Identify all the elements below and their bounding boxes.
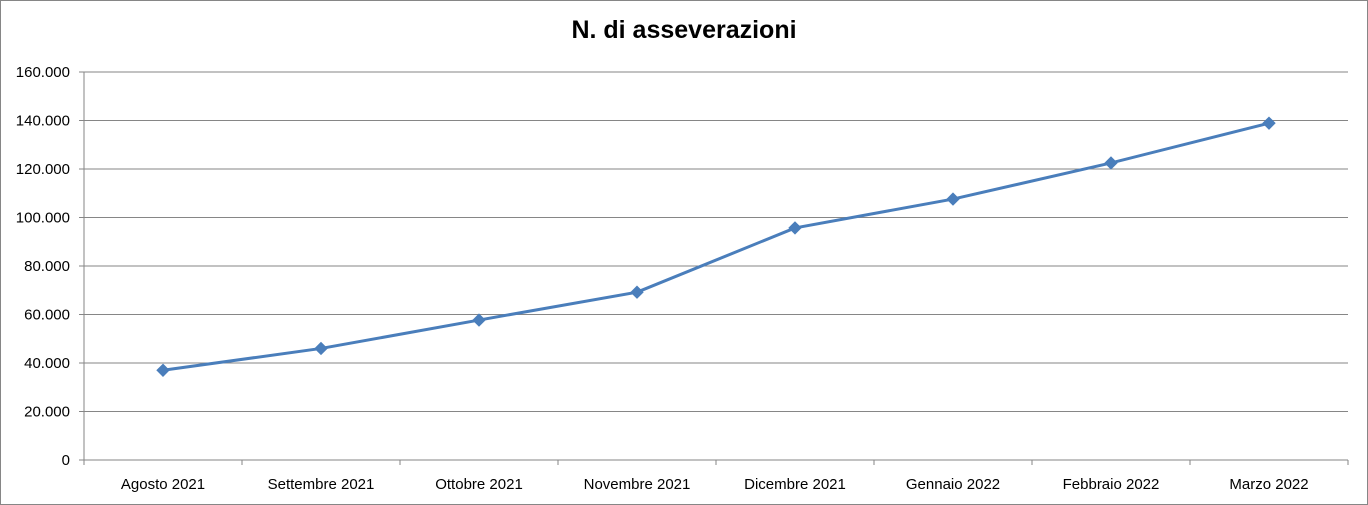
chart-title: N. di asseverazioni [571, 16, 797, 44]
data-point-marker [472, 313, 486, 327]
y-tick-label: 100.000 [16, 210, 70, 227]
x-tick-label: Febbraio 2022 [1063, 476, 1160, 493]
series-line [162, 121, 1270, 372]
x-tick-label: Marzo 2022 [1229, 476, 1308, 493]
data-point-marker [788, 221, 802, 235]
y-tick-label: 160.000 [16, 64, 70, 81]
data-point-marker [314, 341, 328, 356]
y-tick-label: 0 [62, 452, 70, 469]
x-tick-label: Ottobre 2021 [435, 476, 523, 493]
x-tick-label: Novembre 2021 [584, 476, 691, 493]
data-point-marker [946, 192, 960, 206]
y-tick-label: 20.000 [24, 404, 70, 421]
x-tick-label: Settembre 2021 [268, 476, 375, 493]
y-tick-label: 60.000 [24, 307, 70, 324]
data-point-marker [1262, 116, 1276, 130]
x-tick-label: Gennaio 2022 [906, 476, 1000, 493]
y-tick-label: 120.000 [16, 161, 70, 178]
x-tick-label: Dicembre 2021 [744, 476, 846, 493]
data-point-marker [1104, 156, 1118, 170]
x-tick-label: Agosto 2021 [121, 476, 205, 493]
y-tick-label: 40.000 [24, 355, 70, 372]
y-tick-label: 80.000 [24, 258, 70, 275]
data-point-marker [156, 363, 170, 377]
data-point-marker [630, 285, 644, 299]
y-tick-label: 140.000 [16, 113, 70, 130]
